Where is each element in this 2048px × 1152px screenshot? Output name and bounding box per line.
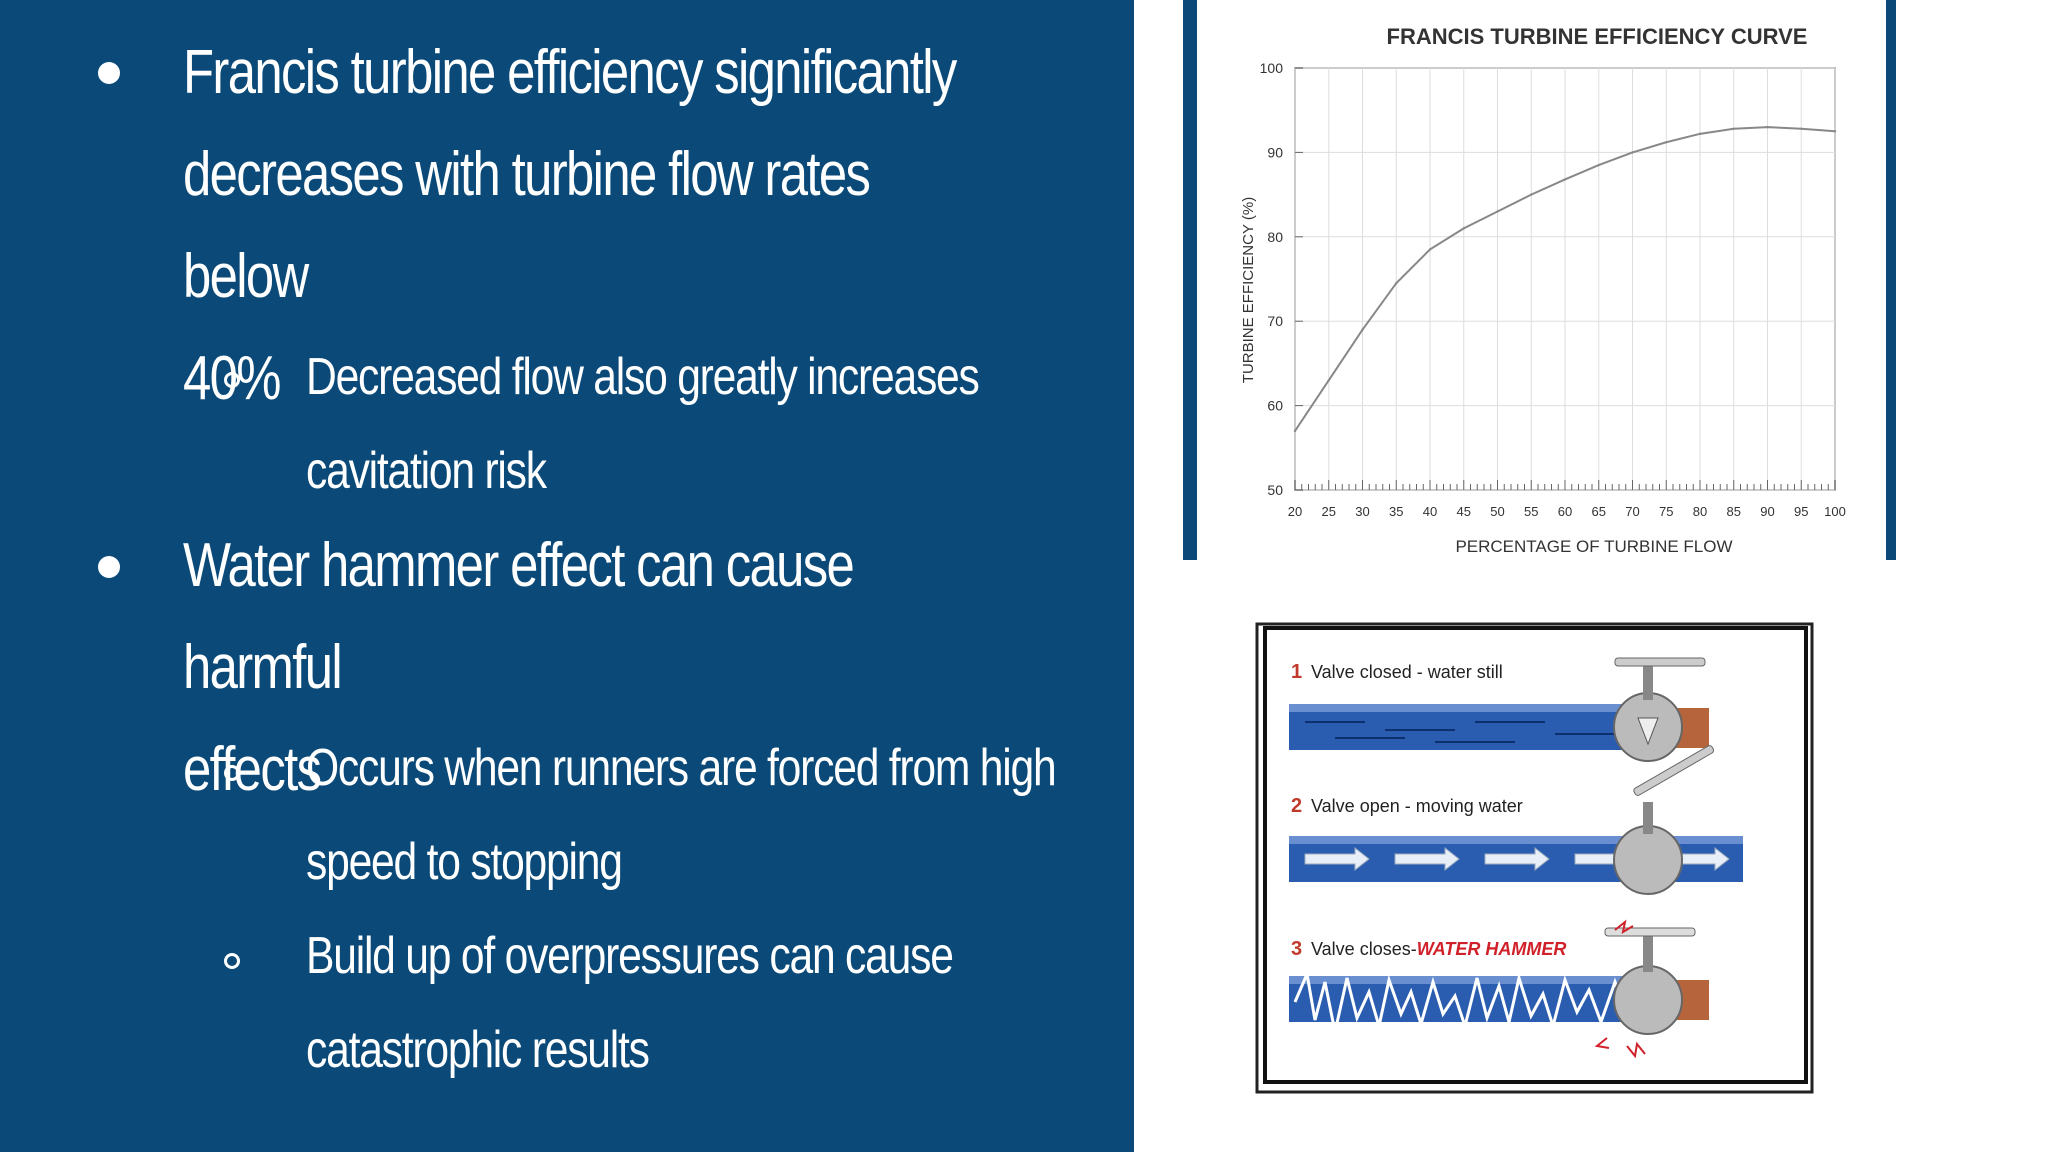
chart-data-point xyxy=(1428,248,1432,251)
chart-x-tick-label: 65 xyxy=(1592,504,1606,519)
efficiency-chart: FRANCIS TURBINE EFFICIENCY CURVE TURBINE… xyxy=(1240,24,1846,556)
chart-x-tick-label: 50 xyxy=(1490,504,1504,519)
chart-x-tick-label: 30 xyxy=(1355,504,1369,519)
chart-x-tick-label: 45 xyxy=(1457,504,1471,519)
panel-3-label-text: Valve closes- xyxy=(1311,939,1417,959)
impact-marks xyxy=(1594,919,1646,1059)
chart-x-tick-label: 35 xyxy=(1389,504,1403,519)
chart-data-point xyxy=(1800,127,1803,130)
chart-data-point xyxy=(1698,132,1702,136)
valve-2-handle xyxy=(1633,745,1715,796)
chart-data-point xyxy=(1327,379,1330,382)
chart-y-tick-label: 90 xyxy=(1267,144,1283,160)
sub-bullet-1-line-1: Decreased flow also greatly increases xyxy=(306,348,980,406)
valve-1-stem xyxy=(1643,662,1653,700)
chart-y-tick-label: 100 xyxy=(1260,60,1284,76)
chart-data-point xyxy=(1395,282,1398,285)
chart-x-tick-label: 60 xyxy=(1558,504,1572,519)
water-hammer-diagram: 1 Valve closed - water still 2 Valve ope… xyxy=(1255,622,1815,1096)
chart-data-point xyxy=(1665,141,1668,144)
chart-x-tick-label: 85 xyxy=(1727,504,1741,519)
sub-bullet-2-line-1: Occurs when runners are forced from high xyxy=(306,739,1057,797)
panel-3-highlight: WATER HAMMER xyxy=(1417,939,1567,959)
still-water-lines xyxy=(1305,721,1615,743)
valve-2-body xyxy=(1613,825,1683,895)
sub-bullet-ring xyxy=(224,372,240,388)
chart-data-point xyxy=(1563,178,1567,181)
chart-x-tick-label: 95 xyxy=(1794,504,1808,519)
chart-data-point xyxy=(1462,227,1465,230)
chart-data-point xyxy=(1293,429,1297,433)
chart-data-point xyxy=(1530,193,1533,196)
chart-x-tick-label: 70 xyxy=(1625,504,1639,519)
chart-x-tick-label: 20 xyxy=(1288,504,1302,519)
bullet-dot xyxy=(98,62,120,84)
chart-data-point xyxy=(1766,125,1769,129)
sub-bullet-1-line-2: cavitation risk xyxy=(306,442,547,500)
panel-3-label: Valve closes-WATER HAMMER xyxy=(1311,939,1566,959)
chart-y-tick-label: 70 xyxy=(1267,313,1283,329)
chart-data-point xyxy=(1631,151,1634,154)
chart-y-tick-label: 60 xyxy=(1267,398,1283,414)
chart-x-tick-label: 40 xyxy=(1423,504,1437,519)
panel-3-number: 3 xyxy=(1291,938,1302,960)
chart-x-axis-label: PERCENTAGE OF TURBINE FLOW xyxy=(1455,537,1732,556)
sub-bullet-2-line-2: speed to stopping xyxy=(306,833,623,891)
panel-2-number: 2 xyxy=(1291,795,1302,817)
sub-bullet-2-text: Occurs when runners are forced from high… xyxy=(306,721,1126,909)
water-hammer-svg: 1 Valve closed - water still 2 Valve ope… xyxy=(1255,622,1814,1094)
chart-data-point xyxy=(1833,130,1837,133)
valve-3-stem xyxy=(1643,936,1653,972)
pipe-3-highlight xyxy=(1289,976,1649,984)
pipe-1-highlight xyxy=(1289,704,1649,712)
sub-bullet-3-text: Build up of overpressures can cause cata… xyxy=(306,909,1126,1097)
valve-1-gate xyxy=(1637,717,1659,746)
chart-data-point xyxy=(1597,163,1600,167)
sub-bullet-1-text: Decreased flow also greatly increases ca… xyxy=(306,330,1126,518)
panel-2-label: Valve open - moving water xyxy=(1311,796,1523,816)
bullet-2-text: Water hammer effect can cause harmful ef… xyxy=(183,515,1003,821)
chart-x-tick-label: 55 xyxy=(1524,504,1538,519)
valve-3-handle xyxy=(1604,927,1696,937)
efficiency-chart-frame: FRANCIS TURBINE EFFICIENCY CURVE TURBINE… xyxy=(1183,0,1896,560)
valve-3-body xyxy=(1613,965,1683,1035)
bullet-2-line-1: Water hammer effect can cause harmful xyxy=(183,531,855,702)
chart-series xyxy=(1293,125,1837,433)
chart-y-tick-label: 80 xyxy=(1267,229,1283,245)
chart-y-tick-label: 50 xyxy=(1267,482,1283,498)
sub-bullet-3-line-1: Build up of overpressures can cause xyxy=(306,927,954,985)
bullet-dot xyxy=(98,556,120,578)
panel-1-number: 1 xyxy=(1291,661,1302,683)
chart-ticks: 20 25 30 35 40 45 50 55 60 65 70 75 80 85 90 95 100 50 60 7… xyxy=(1260,60,1846,519)
sub-bullet-ring xyxy=(224,953,240,969)
chart-y-axis-label: TURBINE EFFICIENCY (%) xyxy=(1240,197,1257,383)
valve-1-handle xyxy=(1614,657,1706,667)
chart-x-tick-label: 25 xyxy=(1322,504,1336,519)
pressure-wave xyxy=(1293,968,1640,1033)
chart-x-tick-label: 75 xyxy=(1659,504,1673,519)
bullet-1-text: Francis turbine efficiency significantly… xyxy=(183,22,1003,430)
chart-x-tick-label: 80 xyxy=(1693,504,1707,519)
chart-grid xyxy=(1294,67,1836,491)
valve-2-stem xyxy=(1643,802,1653,834)
chart-data-point xyxy=(1732,127,1735,130)
chart-title: FRANCIS TURBINE EFFICIENCY CURVE xyxy=(1387,24,1808,49)
pipe-2-highlight xyxy=(1289,836,1743,844)
bullet-2-line-2: effects xyxy=(183,735,322,804)
text-panel: Francis turbine efficiency significantly… xyxy=(0,0,1134,1152)
chart-data-point xyxy=(1361,328,1364,331)
panel-1-label: Valve closed - water still xyxy=(1311,662,1503,682)
chart-x-tick-label: 90 xyxy=(1760,504,1774,519)
chart-x-tick-label: 100 xyxy=(1824,504,1846,519)
sub-bullet-3-line-2: catastrophic results xyxy=(306,1021,650,1079)
sub-bullet-ring xyxy=(224,765,240,781)
bullet-1-line-1: Francis turbine efficiency significantly xyxy=(183,38,957,107)
bullet-1-line-2: decreases with turbine flow rates below xyxy=(183,140,871,311)
chart-data-point xyxy=(1496,210,1499,213)
